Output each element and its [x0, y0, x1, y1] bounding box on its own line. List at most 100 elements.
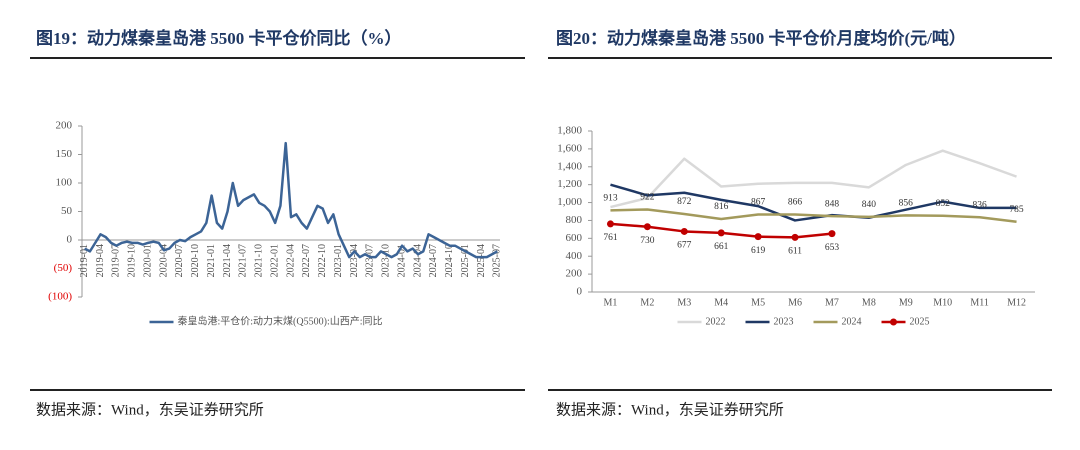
x-tick-label: M4: [714, 297, 728, 308]
data-label: 922: [640, 193, 655, 203]
x-tick-label: 2023-04: [349, 244, 360, 277]
x-tick-label: 2020-04: [158, 244, 169, 277]
y-tick-label: 1,800: [557, 125, 582, 137]
y-tick-label: (50): [54, 262, 73, 274]
y-tick-label: 800: [566, 214, 583, 226]
x-tick-label: 2022-04: [285, 244, 296, 277]
line: [610, 208, 1017, 224]
x-tick-label: 2022-10: [317, 244, 328, 277]
x-tick-label: 2022-01: [269, 244, 280, 277]
data-label: 840: [862, 200, 877, 210]
marker: [828, 230, 836, 238]
y-tick-label: 1,000: [557, 196, 582, 208]
x-tick-label: 2019-07: [111, 244, 122, 277]
data-label: 677: [677, 241, 692, 251]
data-label: 611: [788, 247, 802, 257]
marker: [791, 233, 799, 241]
legend-label: 2025: [910, 316, 930, 327]
x-tick-label: 2024-10: [444, 244, 455, 277]
data-label: 872: [677, 197, 692, 207]
marker: [680, 227, 688, 235]
x-tick-label: 2020-01: [142, 244, 153, 277]
x-tick-label: 2019-10: [127, 244, 138, 277]
x-tick-label: 2020-07: [174, 244, 185, 277]
data-label: 867: [751, 198, 766, 208]
y-tick-label: 0: [67, 234, 73, 246]
y-tick-label: (100): [48, 291, 72, 303]
x-tick-label: 2023-01: [333, 244, 344, 277]
data-label: 856: [899, 199, 914, 209]
data-label: 619: [751, 246, 766, 256]
x-tick-label: 2019-01: [79, 244, 90, 277]
data-label: 866: [788, 198, 803, 208]
marker: [754, 233, 762, 241]
data-label: 761: [603, 233, 618, 243]
x-tick-label: M7: [825, 297, 839, 308]
x-tick-label: 2024-01: [396, 244, 407, 277]
data-label: 785: [1009, 205, 1024, 215]
data-label: 653: [825, 243, 840, 253]
y-tick-label: 1,200: [557, 178, 582, 190]
legend-label: 2024: [842, 316, 862, 327]
x-tick-label: 2023-07: [365, 244, 376, 277]
line: [610, 149, 1017, 209]
data-label: 730: [640, 236, 655, 246]
x-tick-label: 2023-10: [381, 244, 392, 277]
data-label: 852: [936, 199, 951, 209]
x-tick-label: 2025-07: [492, 244, 503, 277]
x-tick-label: M1: [604, 297, 618, 308]
data-label: 848: [825, 199, 840, 209]
data-label: 661: [714, 242, 729, 252]
legend-label: 秦皇岛港:平仓价:动力末煤(Q5500):山西产:同比: [178, 314, 383, 327]
y-tick-label: 1,600: [557, 142, 582, 154]
x-tick-label: M12: [1007, 297, 1026, 308]
y-tick-label: 400: [566, 250, 583, 262]
x-tick-label: 2019-04: [95, 244, 106, 277]
x-tick-label: 2021-01: [206, 244, 217, 277]
rule: [30, 389, 525, 391]
rule: [548, 57, 1052, 59]
chart-title: 图19：动力煤秦皇岛港 5500 卡平仓价同比（%）: [36, 28, 402, 48]
y-tick-label: 50: [61, 205, 73, 217]
legend-label: 2023: [774, 316, 794, 327]
y-tick-label: 600: [566, 232, 583, 244]
marker: [717, 229, 725, 237]
data-label: 836: [973, 200, 988, 210]
source: 数据来源：Wind，东吴证券研究所: [36, 401, 264, 418]
x-tick-label: 2021-10: [254, 244, 265, 277]
x-tick-label: 2024-07: [428, 244, 439, 277]
x-tick-label: 2025-04: [476, 244, 487, 277]
marker: [643, 223, 651, 231]
x-tick-label: M8: [862, 297, 876, 308]
x-tick-label: 2021-07: [238, 244, 249, 277]
line: [610, 183, 1017, 222]
x-tick-label: M3: [677, 297, 691, 308]
y-tick-label: 1,400: [557, 160, 582, 172]
y-tick-label: 200: [56, 120, 73, 132]
x-tick-label: M9: [899, 297, 913, 308]
y-tick-label: 150: [56, 148, 73, 160]
x-tick-label: M11: [970, 297, 989, 308]
rule: [30, 57, 525, 59]
legend-label: 2022: [706, 316, 726, 327]
y-tick-label: 200: [566, 268, 583, 280]
y-tick-label: 100: [56, 177, 73, 189]
data-label: 816: [714, 202, 729, 212]
x-tick-label: 2024-04: [412, 244, 423, 277]
x-tick-label: M2: [640, 297, 654, 308]
x-tick-label: M5: [751, 297, 765, 308]
data-label: 913: [603, 194, 618, 204]
line: [84, 141, 498, 259]
marker: [606, 220, 614, 228]
x-tick-label: 2022-07: [301, 244, 312, 277]
source: 数据来源：Wind，东吴证券研究所: [556, 401, 784, 418]
chart-title: 图20：动力煤秦皇岛港 5500 卡平仓价月度均价(元/吨）: [556, 28, 966, 48]
rule: [548, 389, 1052, 391]
x-tick-label: 2021-04: [222, 244, 233, 277]
legend-marker: [890, 318, 897, 326]
y-tick-label: 0: [577, 286, 583, 298]
x-tick-label: M6: [788, 297, 802, 308]
x-tick-label: 2025-01: [460, 244, 471, 277]
x-tick-label: M10: [933, 297, 952, 308]
